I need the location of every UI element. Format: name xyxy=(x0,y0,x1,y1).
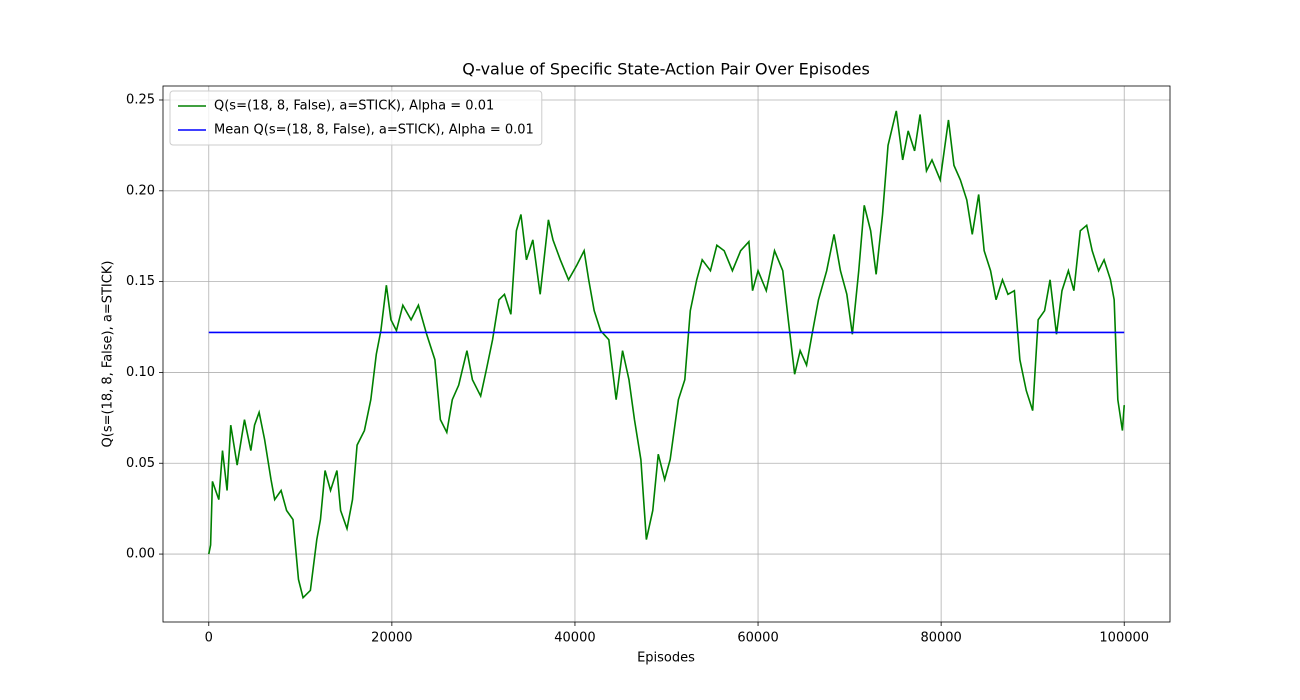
chart-title: Q-value of Specific State-Action Pair Ov… xyxy=(462,60,870,79)
axes: 0 20000 40000 60000 80000 100000 0.00 0.05 0.10 0… xyxy=(126,92,1149,645)
plot-area xyxy=(163,86,1170,622)
x-tick-label: 0 xyxy=(205,631,213,646)
legend-label: Q(s=(18, 8, False), a=STICK), Alpha = 0.… xyxy=(214,99,494,114)
legend-label: Mean Q(s=(18, 8, False), a=STICK), Alpha… xyxy=(214,123,534,138)
x-tick-label: 60000 xyxy=(737,631,778,646)
data-line xyxy=(207,110,1126,600)
y-tick-label: 0.20 xyxy=(126,183,155,198)
plot-frame xyxy=(162,85,1171,623)
x-tick-label: 40000 xyxy=(554,631,595,646)
y-axis-label: Q(s=(18, 8, False), a=STICK) xyxy=(101,261,116,448)
lines xyxy=(207,110,1126,600)
legend-box xyxy=(169,90,543,146)
x-axis-label: Episodes xyxy=(637,651,695,666)
y-tick-label: 0.00 xyxy=(126,547,155,562)
legend: Q(s=(18, 8, False), a=STICK), Alpha = 0.… xyxy=(169,90,543,146)
x-tick-label: 80000 xyxy=(920,631,961,646)
y-tick-label: 0.25 xyxy=(126,92,155,107)
x-tick-label: 100000 xyxy=(1099,631,1149,646)
y-tick-label: 0.10 xyxy=(126,365,155,380)
x-tick-label: 20000 xyxy=(371,631,412,646)
y-tick-label: 0.05 xyxy=(126,456,155,471)
y-tick-label: 0.15 xyxy=(126,274,155,289)
